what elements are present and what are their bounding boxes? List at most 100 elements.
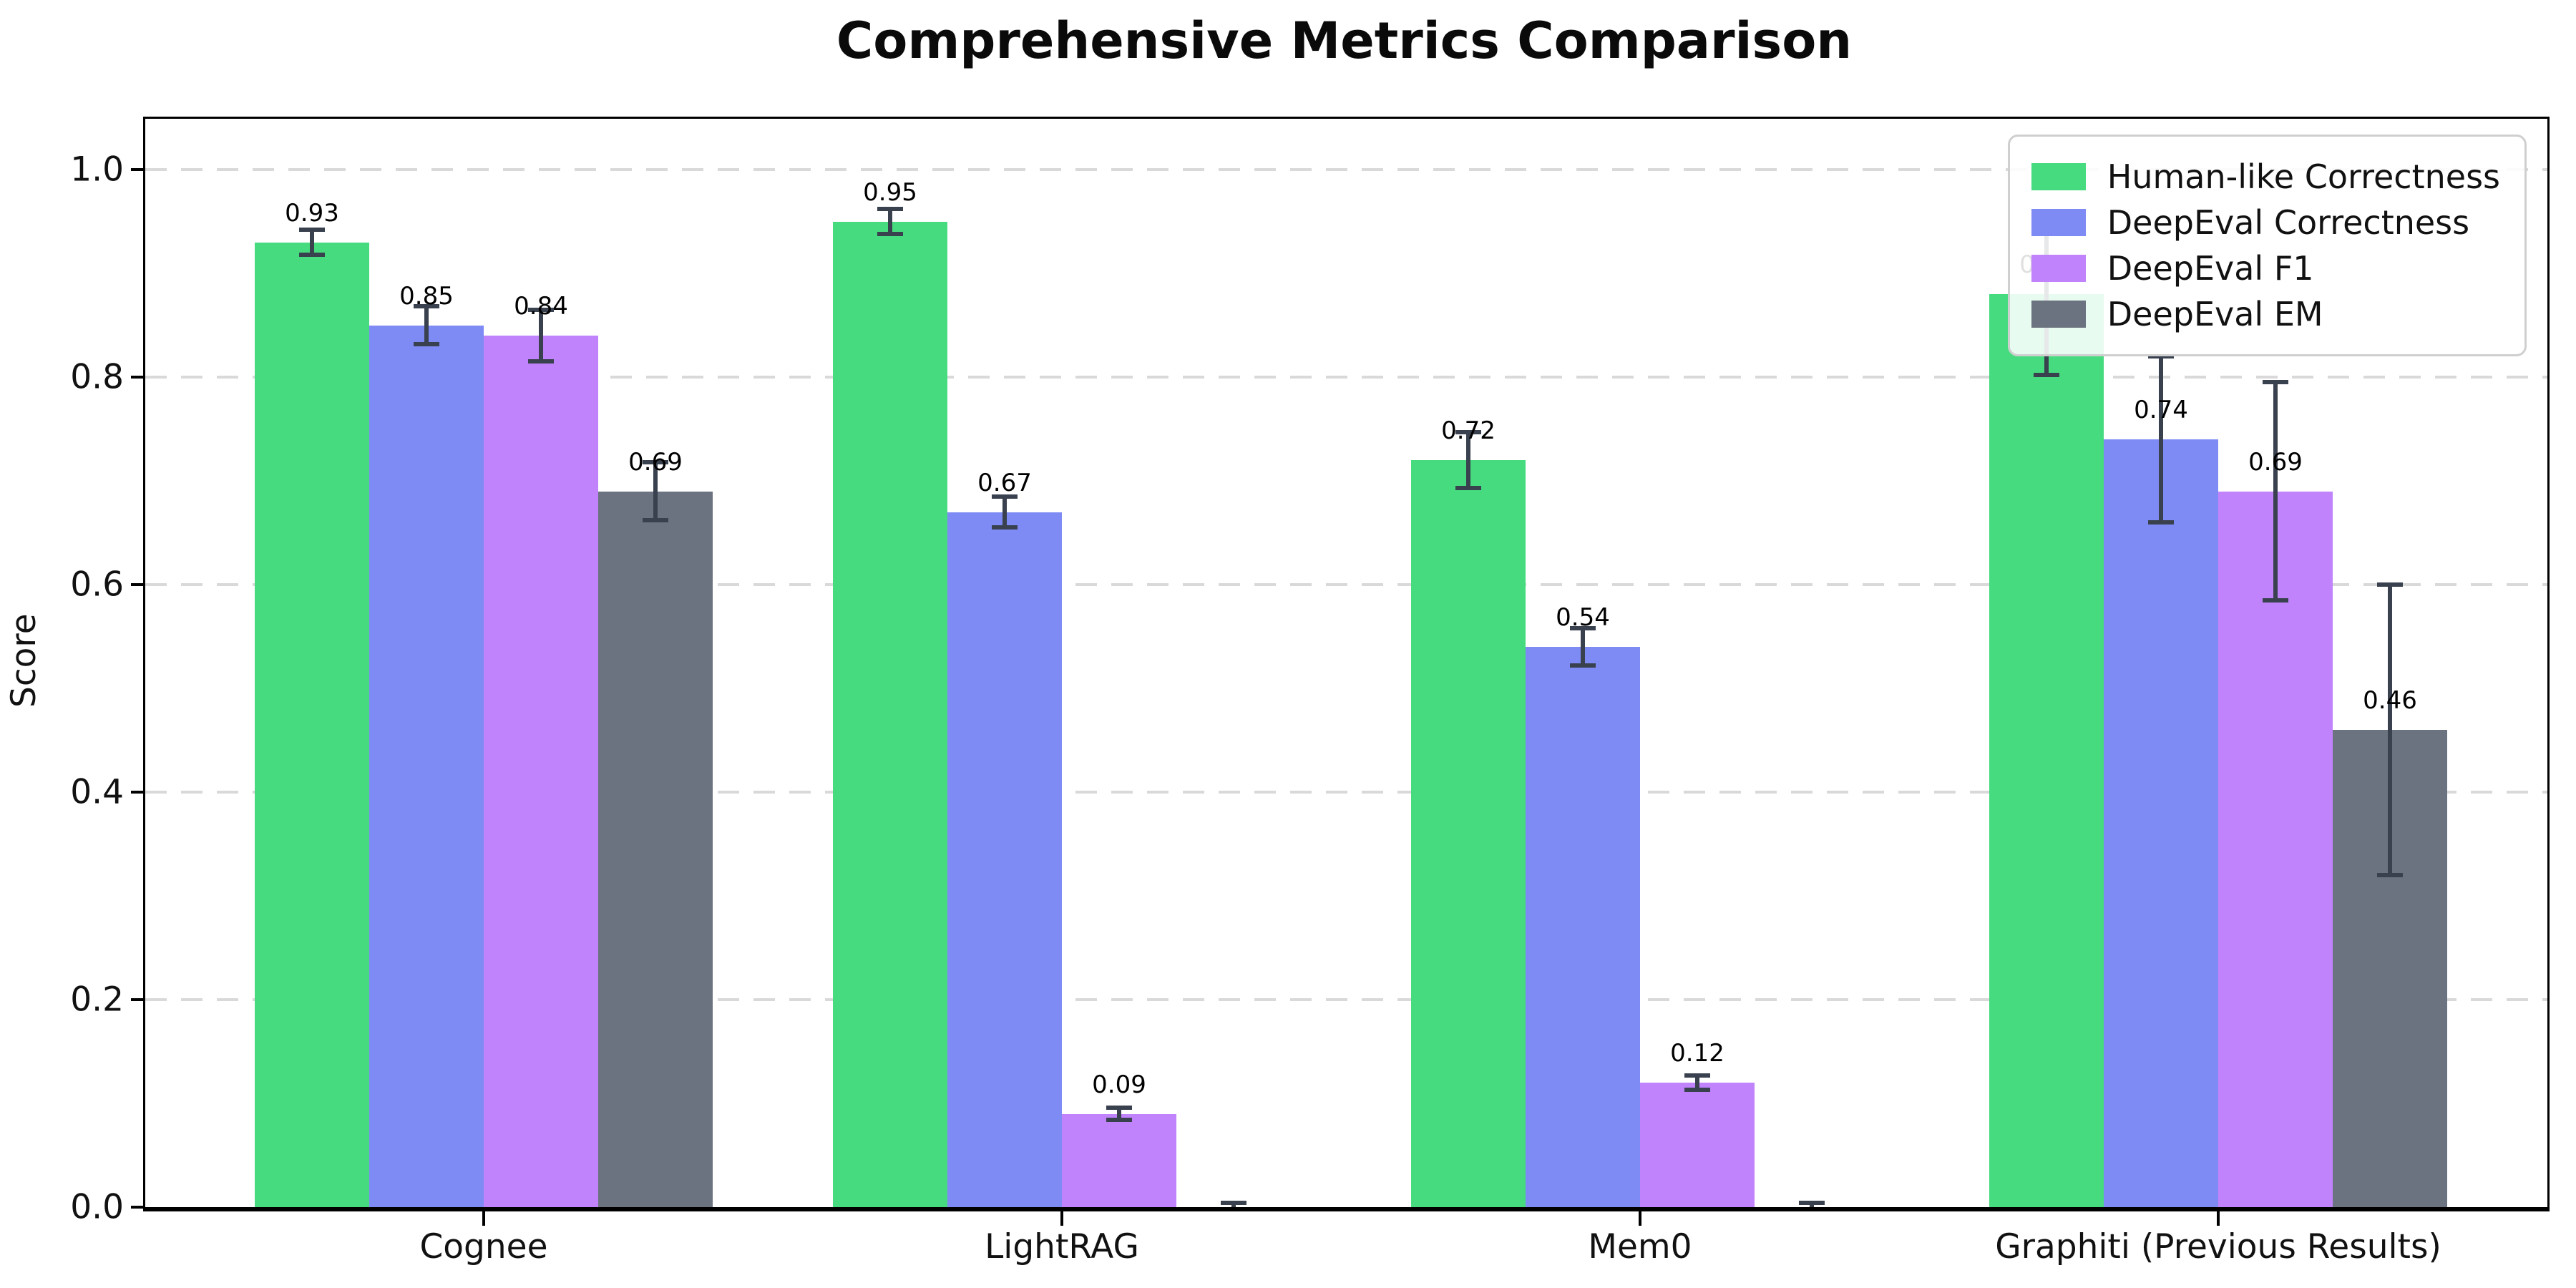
bar-graphiti-previous-results-human-like-correctness [1989, 294, 2104, 1207]
error-cap-top [992, 494, 1018, 499]
value-label-mem0-human-like-correctness: 0.72 [1441, 416, 1496, 445]
bar-lightrag-deepeval-f1 [1062, 1113, 1176, 1207]
error-cap-top [1455, 429, 1481, 434]
error-bar-mem0-deepeval-correctness [1581, 628, 1585, 666]
error-cap-bottom [2034, 373, 2059, 378]
legend-swatch-deepeval-correctness [2031, 209, 2086, 236]
error-cap-bottom [1570, 663, 1596, 668]
bar-mem0-human-like-correctness [1411, 460, 1526, 1207]
x-tick-label-graphiti-previous-results: Graphiti (Previous Results) [1995, 1227, 2441, 1267]
x-tick-mark-graphiti-previous-results [2217, 1211, 2220, 1226]
bar-lightrag-deepeval-correctness [947, 512, 1062, 1207]
error-bar-lightrag-deepeval-correctness [1002, 496, 1007, 528]
error-bar-cognee-deepeval-f1 [539, 309, 543, 362]
error-bar-cognee-deepeval-correctness [424, 306, 429, 344]
value-label-cognee-deepeval-em: 0.69 [628, 447, 683, 477]
error-cap-bottom [299, 252, 325, 257]
error-cap-top [877, 207, 903, 212]
value-label-mem0-deepeval-correctness: 0.54 [1556, 603, 1610, 632]
error-bar-lightrag-human-like-correctness [888, 209, 892, 234]
bar-cognee-human-like-correctness [255, 242, 369, 1207]
value-label-mem0-deepeval-f1: 0.12 [1670, 1039, 1724, 1068]
value-label-graphiti-previous-results-deepeval-em: 0.46 [2363, 686, 2417, 715]
error-cap-top [1106, 1105, 1132, 1110]
error-cap-bottom [2377, 873, 2403, 877]
bar-graphiti-previous-results-deepeval-f1 [2218, 491, 2333, 1207]
value-label-cognee-human-like-correctness: 0.93 [285, 198, 339, 228]
y-tick-label: 1.0 [70, 150, 124, 190]
bar-lightrag-human-like-correctness [833, 221, 947, 1207]
y-tick-label: 0.2 [70, 980, 124, 1020]
error-cap-top [2148, 354, 2174, 358]
bar-graphiti-previous-results-deepeval-correctness [2104, 439, 2218, 1207]
y-tick-mark-0.0 [131, 1206, 145, 1209]
error-bar-graphiti-previous-results-deepeval-em [2388, 585, 2392, 875]
error-cap-top [1570, 625, 1596, 630]
legend-swatch-deepeval-f1 [2031, 255, 2086, 282]
value-label-lightrag-deepeval-correctness: 0.67 [977, 468, 1032, 497]
error-cap-bottom [877, 231, 903, 236]
y-tick-mark-1.0 [131, 168, 145, 171]
error-bar-graphiti-previous-results-deepeval-f1 [2273, 382, 2278, 600]
y-tick-mark-0.8 [131, 376, 145, 379]
error-cap-top [1221, 1201, 1246, 1206]
gridline-1.0 [145, 168, 2547, 171]
gridline-0.8 [145, 376, 2547, 379]
error-cap-bottom [992, 525, 1018, 530]
gridline-0.2 [145, 998, 2547, 1001]
y-tick-mark-0.4 [131, 791, 145, 794]
error-cap-top [299, 228, 325, 233]
x-tick-label-cognee: Cognee [419, 1227, 548, 1267]
error-bar-mem0-human-like-correctness [1466, 431, 1470, 489]
x-tick-label-mem0: Mem0 [1588, 1227, 1692, 1267]
y-tick-mark-0.2 [131, 998, 145, 1001]
bar-cognee-deepeval-em [598, 491, 713, 1207]
legend-item-human-like-correctness: Human-like Correctness [2031, 154, 2500, 200]
error-bar-cognee-human-like-correctness [310, 230, 314, 255]
legend-item-deepeval-f1: DeepEval F1 [2031, 245, 2500, 291]
value-label-lightrag-human-like-correctness: 0.95 [863, 177, 917, 207]
error-cap-top [643, 459, 668, 464]
legend-swatch-human-like-correctness [2031, 163, 2086, 190]
error-cap-top [2377, 582, 2403, 587]
error-cap-bottom [1106, 1118, 1132, 1123]
value-label-lightrag-deepeval-f1: 0.09 [1092, 1070, 1146, 1099]
error-cap-bottom [414, 341, 439, 346]
error-bar-lightrag-deepeval-f1 [1117, 1107, 1121, 1121]
legend-label-human-like-correctness: Human-like Correctness [2107, 157, 2500, 196]
y-tick-label: 0.0 [70, 1187, 124, 1227]
bar-mem0-deepeval-f1 [1640, 1083, 1755, 1207]
bar-cognee-deepeval-correctness [369, 325, 484, 1207]
value-label-graphiti-previous-results-deepeval-f1: 0.69 [2248, 447, 2303, 477]
y-tick-label: 0.6 [70, 565, 124, 605]
chart-title: Comprehensive Metrics Comparison [836, 11, 1853, 70]
value-label-graphiti-previous-results-deepeval-correctness: 0.74 [2134, 396, 2188, 424]
bar-cognee-deepeval-f1 [484, 336, 598, 1207]
error-cap-top [414, 304, 439, 309]
legend-label-deepeval-em: DeepEval EM [2107, 295, 2323, 333]
error-cap-bottom [2263, 597, 2288, 602]
legend-swatch-deepeval-em [2031, 301, 2086, 328]
error-cap-bottom [1455, 486, 1481, 491]
legend-label-deepeval-correctness: DeepEval Correctness [2107, 203, 2470, 242]
value-label-cognee-deepeval-correctness: 0.85 [399, 281, 454, 311]
y-tick-label: 0.8 [70, 357, 124, 397]
error-cap-bottom [2148, 520, 2174, 525]
error-bar-graphiti-previous-results-deepeval-correctness [2159, 356, 2163, 522]
legend-label-deepeval-f1: DeepEval F1 [2107, 249, 2314, 288]
error-cap-top [1684, 1073, 1710, 1078]
error-cap-bottom [643, 518, 668, 523]
value-label-cognee-deepeval-f1: 0.84 [514, 292, 568, 321]
legend-item-deepeval-em: DeepEval EM [2031, 291, 2500, 337]
error-cap-top [1799, 1201, 1825, 1206]
error-bar-cognee-deepeval-em [653, 462, 658, 521]
error-cap-bottom [528, 359, 554, 364]
error-bar-mem0-deepeval-f1 [1695, 1075, 1699, 1091]
x-tick-label-lightrag: LightRAG [985, 1227, 1139, 1267]
y-tick-mark-0.6 [131, 583, 145, 586]
bar-mem0-deepeval-correctness [1526, 647, 1640, 1207]
error-cap-top [528, 307, 554, 312]
gridline-0.6 [145, 583, 2547, 586]
legend: Human-like Correctness DeepEval Correctne… [2007, 135, 2527, 356]
